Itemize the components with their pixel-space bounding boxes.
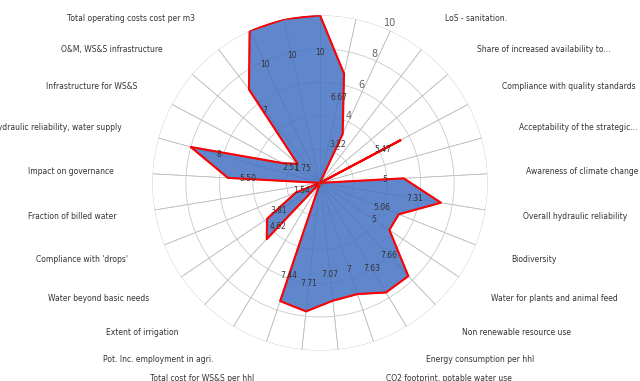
Text: Fraction of billed water: Fraction of billed water — [28, 212, 116, 221]
Text: 5.06: 5.06 — [373, 203, 390, 212]
Text: 7.44: 7.44 — [280, 271, 298, 280]
Text: 7.31: 7.31 — [406, 194, 423, 203]
Text: 7.71: 7.71 — [301, 279, 317, 288]
Text: Biodiversity: Biodiversity — [511, 255, 557, 264]
Text: 5.47: 5.47 — [374, 145, 392, 154]
Text: Water for plants and animal feed: Water for plants and animal feed — [491, 294, 618, 303]
Text: 5: 5 — [372, 215, 376, 224]
Text: 7: 7 — [347, 265, 351, 274]
Text: O&M, WS&S infrastructure: O&M, WS&S infrastructure — [61, 45, 163, 54]
Text: 10: 10 — [315, 48, 325, 57]
Text: 8: 8 — [217, 150, 221, 159]
Text: Pot. Inc. employment in agri.: Pot. Inc. employment in agri. — [103, 355, 214, 364]
Text: 4.62: 4.62 — [270, 222, 287, 231]
Text: 0: 0 — [317, 178, 323, 188]
Polygon shape — [191, 15, 441, 311]
Text: 3.81: 3.81 — [270, 207, 287, 215]
Text: Awareness of climate change: Awareness of climate change — [526, 167, 638, 176]
Text: 1.75: 1.75 — [294, 163, 311, 173]
Text: Water beyond basic needs: Water beyond basic needs — [48, 294, 149, 303]
Text: 2.51: 2.51 — [283, 163, 300, 172]
Text: 6.67: 6.67 — [330, 93, 348, 102]
Text: Extent of irrigation: Extent of irrigation — [106, 328, 178, 337]
Text: 5.50: 5.50 — [240, 174, 257, 184]
Text: Hydraulic reliability, water supply: Hydraulic reliability, water supply — [0, 123, 122, 132]
Text: 10: 10 — [260, 60, 270, 69]
Text: 5: 5 — [383, 175, 388, 184]
Text: Share of increased availability to...: Share of increased availability to... — [477, 45, 611, 54]
Text: Infrastructure for WS&S: Infrastructure for WS&S — [47, 82, 138, 91]
Text: Compliance with 'drops': Compliance with 'drops' — [36, 255, 129, 264]
Text: Total cost for WS&S per hhl: Total cost for WS&S per hhl — [150, 374, 254, 381]
Text: 3.22: 3.22 — [330, 140, 346, 149]
Text: Compliance with quality standards: Compliance with quality standards — [502, 82, 636, 91]
Text: 1.54: 1.54 — [293, 186, 310, 195]
Text: Impact on governance: Impact on governance — [28, 167, 114, 176]
Text: CO2 footprint, potable water use: CO2 footprint, potable water use — [386, 374, 512, 381]
Text: 7.66: 7.66 — [380, 251, 397, 260]
Text: Total operating costs cost per m3: Total operating costs cost per m3 — [67, 14, 195, 23]
Text: Energy consumption per hhl: Energy consumption per hhl — [426, 355, 534, 364]
Text: 7: 7 — [262, 106, 267, 115]
Text: 10: 10 — [287, 51, 297, 60]
Text: Non renewable resource use: Non renewable resource use — [462, 328, 571, 337]
Text: 7.63: 7.63 — [363, 264, 380, 273]
Text: Overall hydraulic reliability: Overall hydraulic reliability — [524, 212, 628, 221]
Text: 7.07: 7.07 — [321, 270, 339, 279]
Text: Acceptability of the strategic...: Acceptability of the strategic... — [518, 123, 637, 132]
Text: LoS - sanitation.: LoS - sanitation. — [445, 14, 507, 23]
